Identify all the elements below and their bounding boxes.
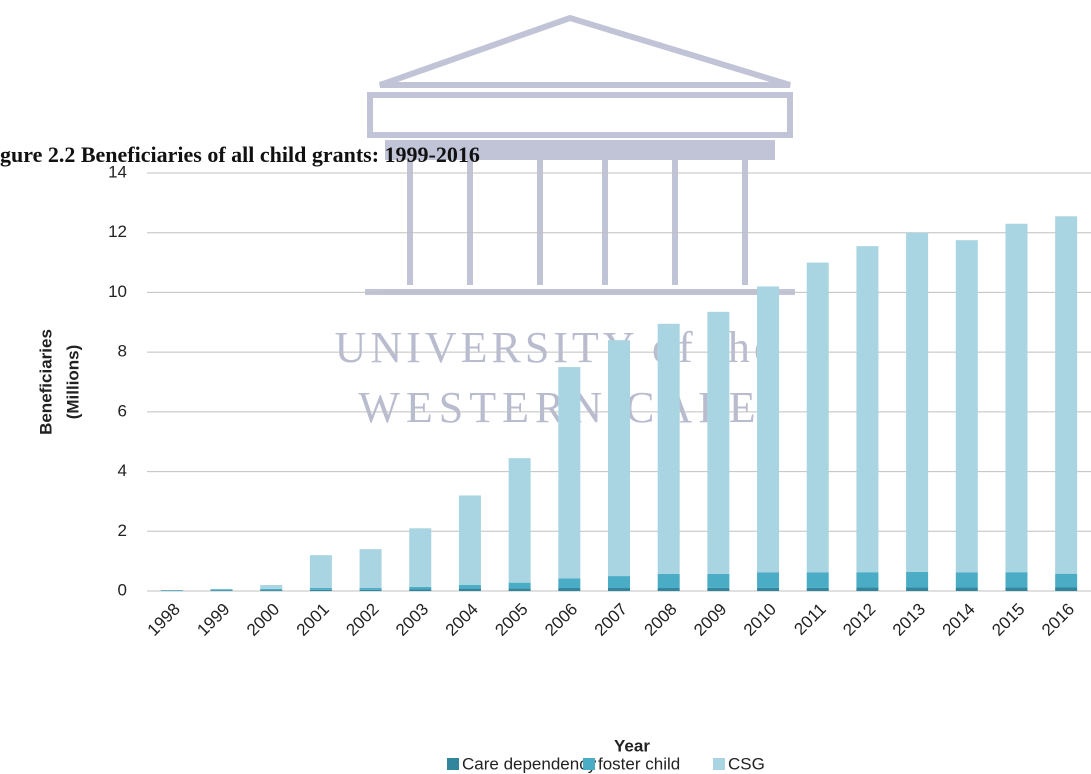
bar-segment [806,587,829,591]
y-tick-label: 14 [108,162,127,181]
bar-segment [558,367,581,579]
bar-segment [558,588,581,591]
y-axis-title: Beneficiaries [36,329,55,435]
bar-segment [757,286,780,573]
x-tick-label: 2001 [293,600,333,640]
bar-segment [608,340,630,577]
bar-segment [1005,572,1028,588]
x-tick-label: 2003 [392,600,432,640]
x-tick-label: 2011 [790,600,829,639]
y-axis-title: (Millions) [63,345,82,420]
bar-segment [657,573,680,589]
watermark-text: UNIVERSITY of the [335,323,778,372]
x-tick-label: 2014 [939,600,979,640]
bar-segment [657,323,680,574]
bar-segment [707,311,730,574]
bar-segment [409,528,432,587]
bar-segment [409,589,432,591]
bar-segment [806,262,829,573]
watermark-text: WESTERN CAPE [358,383,761,432]
bar-segment [608,588,630,591]
x-tick-label: 2008 [641,600,681,640]
y-tick-label: 4 [118,461,127,480]
x-tick-label: 2015 [988,600,1028,640]
bar-segment [458,585,481,589]
y-tick-label: 8 [118,342,127,361]
x-tick-label: 2000 [243,600,283,640]
x-tick-label: 2002 [342,600,382,640]
bar-segment [906,232,929,572]
bar-segment [359,549,382,589]
bar-segment [210,588,233,590]
x-axis-title: Year [614,736,650,755]
x-tick-label: 2013 [889,600,929,640]
legend-swatch [447,758,459,770]
bar-segment [1055,216,1078,574]
y-tick-label: 10 [108,282,127,301]
bar-segment [856,246,879,573]
bar-segment [955,240,978,573]
legend-label: Care dependency [462,754,597,773]
bar-segment [558,578,581,589]
bar-segment [508,588,531,591]
bar-segment [458,588,481,591]
x-tick-label: 2005 [491,600,531,640]
bar-segment [1055,587,1078,591]
bar-segment [906,571,929,588]
x-tick-label: 2004 [442,600,482,640]
legend-label: foster child [598,754,680,773]
bar-segment [608,576,630,589]
x-tick-label: 2010 [740,600,780,640]
legend-label: CSG [728,754,765,773]
bar-segment [1005,587,1028,591]
bar-segment [508,458,531,583]
bar-segment [309,589,332,591]
x-tick-label: 2006 [541,600,581,640]
x-tick-label: 2016 [1038,600,1078,640]
bar-segment [906,587,929,591]
bar-segment [707,573,730,588]
legend-swatch [713,758,725,770]
bar-segment [856,572,879,588]
y-tick-label: 0 [118,580,127,599]
bar-segment [757,572,780,588]
legend-swatch [583,758,595,770]
bar-segment [359,588,382,590]
y-tick-label: 2 [118,521,127,540]
bar-segment [160,590,183,591]
bar-segment [458,495,481,586]
bar-segment [806,572,829,588]
bar-segment [309,588,332,590]
x-tick-label: 2012 [839,600,879,640]
bar-segment [955,587,978,591]
bar-segment [955,572,978,588]
bar-segment [260,588,283,591]
bar-segment [309,555,332,589]
bar-segment [359,589,382,591]
x-tick-label: 1999 [193,600,233,640]
bar-segment [707,587,730,591]
bar-segment [210,590,233,591]
bar-segment [210,589,233,591]
y-tick-label: 12 [108,222,127,241]
bar-segment [1005,223,1028,573]
chart-title: gure 2.2 Beneficiaries of all child gran… [0,142,480,167]
bar-segment [260,585,283,589]
bar-segment [757,587,780,591]
x-tick-label: 2009 [690,600,730,640]
bar-segment [856,587,879,591]
bar-segment [508,582,531,589]
bar-segment [1055,573,1078,588]
y-tick-label: 6 [118,401,127,420]
bar-segment [657,588,680,591]
bar-segment [260,590,283,591]
x-tick-label: 1998 [144,600,184,640]
x-tick-label: 2007 [591,600,631,640]
bar-segment [409,586,432,590]
